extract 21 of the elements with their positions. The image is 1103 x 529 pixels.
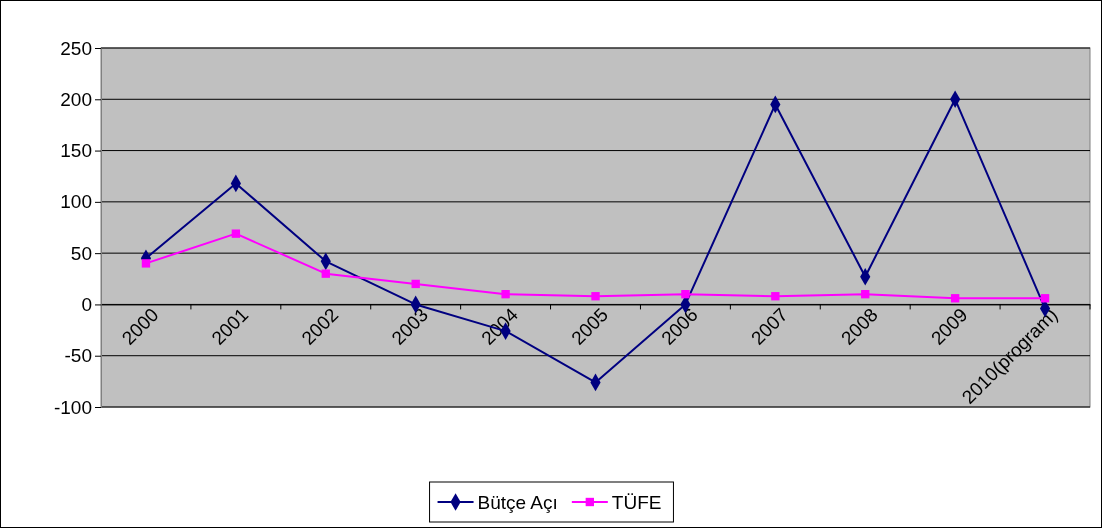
legend-label: TÜFE (611, 492, 662, 513)
point (681, 289, 690, 299)
point (501, 289, 510, 299)
legend-label: Bütçe Açı (477, 492, 558, 513)
y-tick-label: 200 (60, 88, 92, 110)
point (411, 279, 420, 289)
point (141, 259, 151, 268)
point (861, 289, 870, 299)
y-tick-label: 50 (70, 242, 92, 264)
point (321, 269, 330, 278)
point (231, 229, 241, 238)
point (950, 294, 960, 303)
y-tick-label: 150 (60, 140, 92, 162)
point (771, 292, 780, 301)
y-tick-label: 100 (60, 191, 92, 213)
y-tick-label: 250 (60, 37, 92, 59)
y-tick-label: 0 (81, 294, 92, 316)
point (1040, 294, 1050, 303)
point (591, 292, 600, 301)
y-tick-label: -100 (53, 396, 92, 418)
y-tick-label: -50 (64, 345, 92, 367)
